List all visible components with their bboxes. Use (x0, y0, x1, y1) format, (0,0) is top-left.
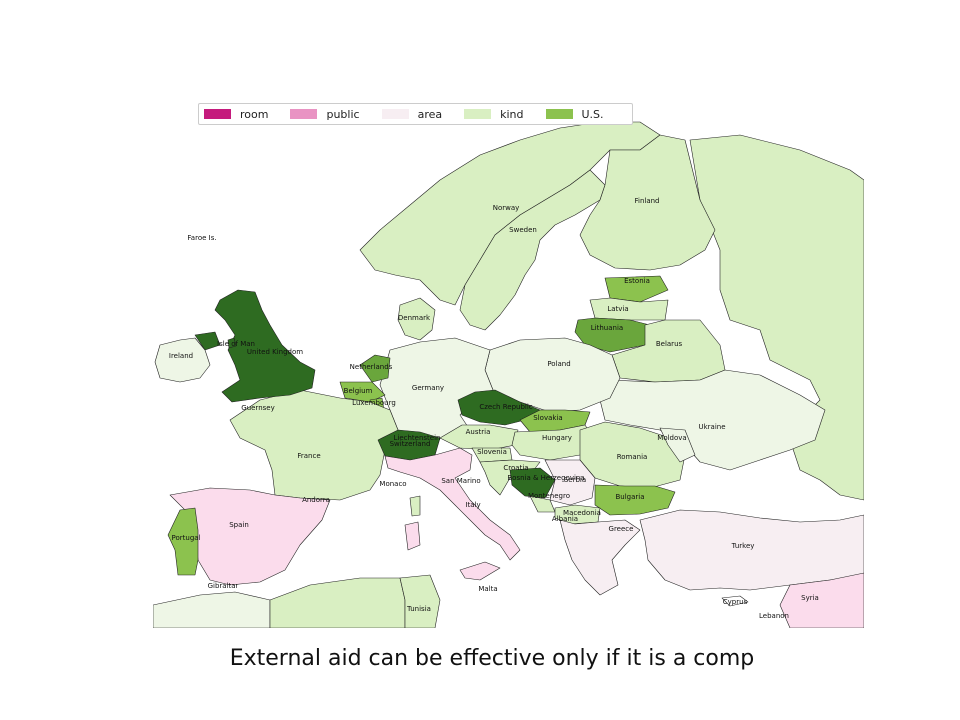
country-label: Hungary (542, 434, 572, 442)
country-label: Isle of Man (217, 340, 255, 348)
country-label: Greece (609, 525, 634, 533)
region-cyprus (721, 595, 749, 607)
country-label: Slovenia (477, 448, 507, 456)
country-label: Gibraltar (208, 582, 239, 590)
country-label: Andorra (302, 496, 330, 504)
country-label: Spain (229, 521, 249, 529)
region-algeria (269, 577, 406, 628)
country-label: Switzerland (390, 440, 431, 448)
country-label: Tunisia (406, 605, 431, 613)
region-estonia (604, 275, 669, 303)
country-label: Poland (547, 360, 570, 368)
legend-swatch (381, 109, 409, 119)
country-label: Guernsey (241, 404, 274, 412)
country-label: Cyprus (723, 598, 748, 606)
legend-swatch (464, 109, 492, 119)
legend-label: room (240, 107, 269, 121)
legend-label: area (417, 107, 443, 121)
map-caption: External aid can be effective only if it… (229, 646, 755, 671)
legend-item: public (290, 107, 360, 121)
country-label: Bosnia & Herzegovina (507, 474, 584, 482)
country-label: Czech Republic (479, 403, 532, 411)
region-syria (779, 572, 864, 628)
country-label: Portugal (172, 534, 201, 542)
region-uk (214, 289, 316, 403)
region-moldova (659, 427, 696, 463)
country-label: Germany (412, 384, 444, 392)
region-denmark (397, 297, 436, 341)
country-label: Belarus (656, 340, 683, 348)
country-label: Malta (478, 585, 497, 593)
legend-swatch (204, 109, 231, 119)
legend-item: kind (464, 107, 524, 121)
country-label: Albania (552, 515, 578, 523)
region-turkey (639, 509, 864, 591)
country-label: Romania (617, 453, 648, 461)
country-label: Macedonia (563, 509, 601, 517)
legend-label: U.S. (581, 107, 604, 121)
legend-item: room (204, 108, 268, 121)
legend: room public area kind U.S. (198, 103, 633, 125)
country-label: Estonia (624, 277, 650, 285)
country-label: France (297, 452, 320, 460)
country-label: San Marino (441, 477, 480, 485)
legend-swatch (545, 109, 573, 119)
region-tunisia (399, 574, 441, 628)
legend-label: public (326, 107, 360, 121)
country-label: Ireland (169, 352, 193, 360)
region-finland (579, 134, 716, 271)
country-label: Netherlands (350, 363, 393, 371)
country-label: Montenegro (528, 492, 570, 500)
region-sweden (459, 169, 606, 331)
country-label: Slovakia (533, 414, 562, 422)
country-label: Monaco (379, 480, 406, 488)
country-label: Croatia (503, 464, 528, 472)
country-label: Luxembourg (352, 399, 396, 407)
region-portugal (167, 507, 199, 576)
country-label: Lithuania (591, 324, 623, 332)
legend-item: area (381, 107, 443, 121)
country-label: Serbia (564, 476, 586, 484)
country-label: Austria (466, 428, 491, 436)
country-label: Moldova (657, 434, 686, 442)
region-netherlands (359, 354, 391, 383)
legend-swatch (290, 109, 318, 119)
region-greece (559, 519, 641, 596)
region-corsica (409, 495, 421, 517)
legend-item: U.S. (545, 107, 604, 121)
region-isle-of-man (227, 337, 237, 349)
region-sardinia (404, 521, 421, 551)
region-italy (384, 447, 521, 561)
region-ireland (154, 337, 211, 383)
region-sicily (459, 561, 501, 581)
country-label: Lebanon (759, 612, 789, 620)
country-label: Faroe Is. (187, 234, 216, 242)
country-label: Belgium (344, 387, 373, 395)
legend-label: kind (500, 107, 524, 121)
country-label: Latvia (607, 305, 628, 313)
region-serbia (544, 459, 596, 506)
country-label: Syria (801, 594, 819, 602)
country-label: Liechtenstein (393, 434, 440, 442)
country-label: United Kingdom (247, 348, 303, 356)
country-label: Bulgaria (615, 493, 644, 501)
region-bosnia (509, 467, 556, 499)
country-label: Norway (493, 204, 520, 212)
region-france (229, 389, 399, 501)
country-label: Italy (465, 501, 480, 509)
country-labels: Faroe Is. Norway Sweden Finland Estonia Latvi… (169, 197, 819, 620)
region-morocco (153, 591, 271, 628)
region-n-ireland (194, 331, 221, 351)
country-label: Finland (634, 197, 659, 205)
country-label: Ukraine (698, 423, 725, 431)
region-ukraine (599, 369, 826, 471)
country-label: Sweden (509, 226, 537, 234)
region-latvia (589, 297, 669, 321)
country-label: Denmark (398, 314, 431, 322)
country-label: Turkey (731, 542, 755, 550)
